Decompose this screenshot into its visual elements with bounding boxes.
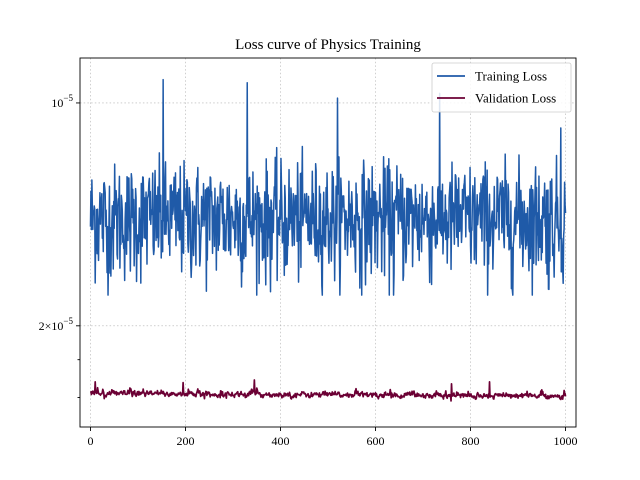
grid-layer [80, 58, 576, 427]
y-tick-base: 10 [51, 319, 63, 333]
legend: Training Loss Validation Loss [431, 62, 572, 113]
y-tick-label: 2×10−5 [39, 316, 74, 333]
x-tick-label: 0 [87, 434, 93, 448]
x-tick-label: 800 [462, 434, 480, 448]
y-tick-exponent: −5 [63, 93, 73, 103]
y-tick-exponent: −5 [63, 316, 73, 326]
legend-box [431, 62, 572, 113]
x-tick-label: 600 [367, 434, 385, 448]
legend-label: Validation Loss [475, 91, 556, 106]
x-tick-label: 1000 [554, 434, 578, 448]
x-tick-label: 200 [176, 434, 194, 448]
series-line-validation-loss [90, 379, 567, 402]
chart-title: Loss curve of Physics Training [235, 37, 421, 53]
plot-area-frame [79, 57, 577, 428]
x-tick-label: 400 [271, 434, 289, 448]
y-tick-mantissa: 2× [39, 319, 52, 333]
y-tick-base: 10 [51, 96, 63, 110]
series-line-training-loss [89, 78, 567, 296]
legend-label: Training Loss [475, 69, 547, 84]
y-tick-label: 10−5 [51, 93, 73, 110]
series-layer [89, 78, 567, 402]
